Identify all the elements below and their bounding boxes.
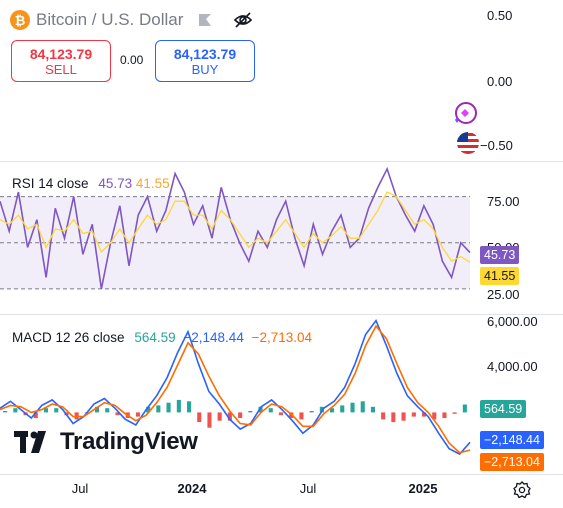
spread-value: 0.00: [120, 53, 144, 67]
macd-histogram-bar: [207, 412, 212, 428]
rsi-legend[interactable]: RSI 14 close 45.73 41.55: [12, 176, 170, 191]
price-axis-label: 0.00: [487, 74, 513, 89]
macd-histogram-bar: [135, 412, 140, 417]
macd-histogram-bar: [340, 405, 345, 413]
macd-histogram-bar: [43, 408, 48, 413]
rsi-ma-line: [0, 191, 471, 263]
macd-axis-label: 6,000.00: [487, 314, 538, 329]
macd-histogram-bar: [258, 406, 263, 413]
macd-histogram-bar: [319, 406, 324, 413]
hide-eye-icon[interactable]: [233, 11, 253, 29]
rsi-chart[interactable]: [0, 162, 478, 312]
macd-histogram-bar: [330, 408, 335, 413]
macd-hist-tag: 564.59: [480, 400, 527, 418]
buy-price: 84,123.79: [173, 45, 237, 62]
time-axis-label: Jul: [71, 481, 89, 496]
rsi-axis-label: 25.00: [487, 287, 520, 302]
symbol-title[interactable]: Bitcoin / U.S. Dollar: [36, 10, 184, 29]
macd-axis-label: 4,000.00: [487, 359, 538, 374]
macd-histogram-bar: [166, 402, 171, 413]
macd-histogram-bar: [115, 412, 120, 416]
macd-line-value: −2,148.44: [183, 330, 244, 345]
symbol-header[interactable]: ₿ Bitcoin / U.S. Dollar: [10, 8, 253, 32]
macd-histogram-bar: [13, 408, 18, 413]
macd-histogram-bar: [422, 412, 427, 417]
rsi-axis-label: 75.00: [487, 194, 520, 209]
pane-separator[interactable]: [0, 314, 563, 315]
macd-histogram-bar: [299, 412, 304, 420]
macd-histogram-bar: [350, 402, 355, 413]
macd-histogram-bar: [54, 408, 59, 413]
macd-histogram-bar: [187, 401, 192, 413]
tradingview-logo[interactable]: TradingView: [14, 428, 198, 456]
macd-histogram-bar: [411, 412, 416, 417]
macd-histogram-bar: [391, 412, 396, 423]
macd-histogram-bar: [370, 406, 375, 413]
macd-histogram-bar: [146, 406, 151, 413]
flag-icon[interactable]: [197, 12, 213, 28]
buy-button[interactable]: 84,123.79 BUY: [155, 40, 255, 82]
time-axis-label: 2024: [177, 481, 207, 496]
macd-histogram-bar: [217, 412, 222, 421]
macd-histogram-bar: [442, 412, 447, 418]
macd-histogram-bar: [268, 408, 273, 413]
price-axis-label: 0.50: [487, 8, 513, 23]
tradingview-logo-icon: [14, 431, 46, 453]
buy-label: BUY: [191, 61, 219, 77]
rsi-label: RSI 14 close: [12, 176, 89, 191]
rsi-value-tag: 45.73: [480, 246, 520, 264]
bitcoin-icon: ₿: [10, 10, 30, 30]
macd-histogram-bar: [33, 412, 38, 418]
macd-histogram-bar: [401, 412, 406, 421]
macd-histogram-bar: [156, 405, 161, 413]
settings-gear-icon[interactable]: [513, 481, 531, 499]
macd-histogram-bar: [95, 406, 100, 413]
rsi-ma-value: 41.55: [135, 176, 170, 191]
macd-line: [0, 318, 471, 456]
macd-signal-line: [0, 324, 471, 454]
macd-histogram-bar: [227, 412, 232, 421]
sell-price: 84,123.79: [29, 45, 93, 62]
macd-histogram-bar: [238, 412, 243, 418]
sell-label: SELL: [45, 61, 77, 77]
macd-histogram-bar: [176, 399, 181, 413]
macd-histogram-bar: [381, 412, 386, 420]
macd-histogram-bar: [309, 411, 314, 413]
macd-hist-value: 564.59: [134, 330, 176, 345]
macd-histogram-bar: [248, 411, 253, 413]
macd-histogram-bar: [452, 412, 457, 414]
macd-histogram-bar: [105, 408, 110, 413]
ai-assistant-icon[interactable]: [452, 100, 478, 126]
macd-histogram-bar: [278, 412, 283, 416]
macd-chart[interactable]: [0, 315, 478, 475]
macd-line-tag: −2,148.44: [480, 431, 544, 449]
macd-label: MACD 12 26 close: [12, 330, 125, 345]
sell-button[interactable]: 84,123.79 SELL: [11, 40, 111, 82]
macd-signal-value: −2,713.04: [251, 330, 313, 345]
brand-name: TradingView: [60, 428, 198, 455]
macd-histogram-bar: [360, 401, 365, 413]
macd-histogram-bar: [3, 411, 8, 413]
rsi-ma-tag: 41.55: [480, 267, 520, 285]
rsi-value: 45.73: [98, 176, 133, 191]
time-axis-label: Jul: [299, 481, 317, 496]
us-flag-icon[interactable]: [456, 131, 480, 155]
macd-histogram-bar: [432, 412, 437, 420]
macd-histogram-bar: [197, 412, 202, 423]
price-axis-label: −0.50: [480, 138, 513, 153]
macd-legend[interactable]: MACD 12 26 close 564.59 −2,148.44 −2,713…: [12, 330, 312, 345]
macd-signal-tag: −2,713.04: [480, 453, 544, 471]
time-axis-label: 2025: [408, 481, 438, 496]
macd-histogram-bar: [462, 404, 467, 413]
pane-separator[interactable]: [0, 161, 563, 162]
time-axis-separator: [0, 474, 563, 475]
